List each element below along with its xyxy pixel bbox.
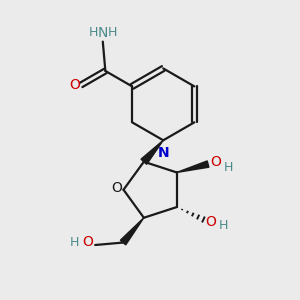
Polygon shape: [141, 140, 163, 164]
Text: H: H: [224, 160, 233, 173]
Text: O: O: [210, 155, 221, 169]
Text: O: O: [112, 181, 122, 195]
Text: H: H: [70, 236, 79, 249]
Text: N: N: [98, 26, 108, 40]
Text: O: O: [69, 78, 80, 92]
Polygon shape: [120, 218, 144, 245]
Text: H: H: [219, 220, 228, 232]
Text: N: N: [158, 146, 169, 160]
Text: H: H: [89, 26, 98, 39]
Polygon shape: [177, 161, 209, 172]
Text: H: H: [107, 26, 117, 39]
Text: O: O: [206, 215, 216, 230]
Text: O: O: [82, 235, 93, 249]
